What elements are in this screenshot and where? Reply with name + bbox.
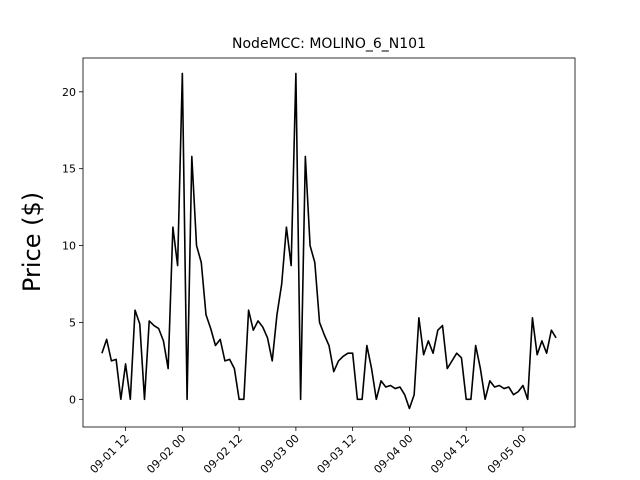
y-axis-label: Price ($) bbox=[18, 192, 46, 292]
y-tick-label: 10 bbox=[62, 240, 76, 253]
chart-title: NodeMCC: MOLINO_6_N101 bbox=[232, 36, 426, 52]
plot-frame bbox=[82, 57, 576, 428]
y-tick-label: 15 bbox=[62, 163, 76, 176]
y-tick-label: 5 bbox=[69, 316, 76, 329]
y-tick-label: 0 bbox=[69, 393, 76, 406]
y-tick-label: 20 bbox=[62, 86, 76, 99]
price-line bbox=[101, 72, 557, 410]
